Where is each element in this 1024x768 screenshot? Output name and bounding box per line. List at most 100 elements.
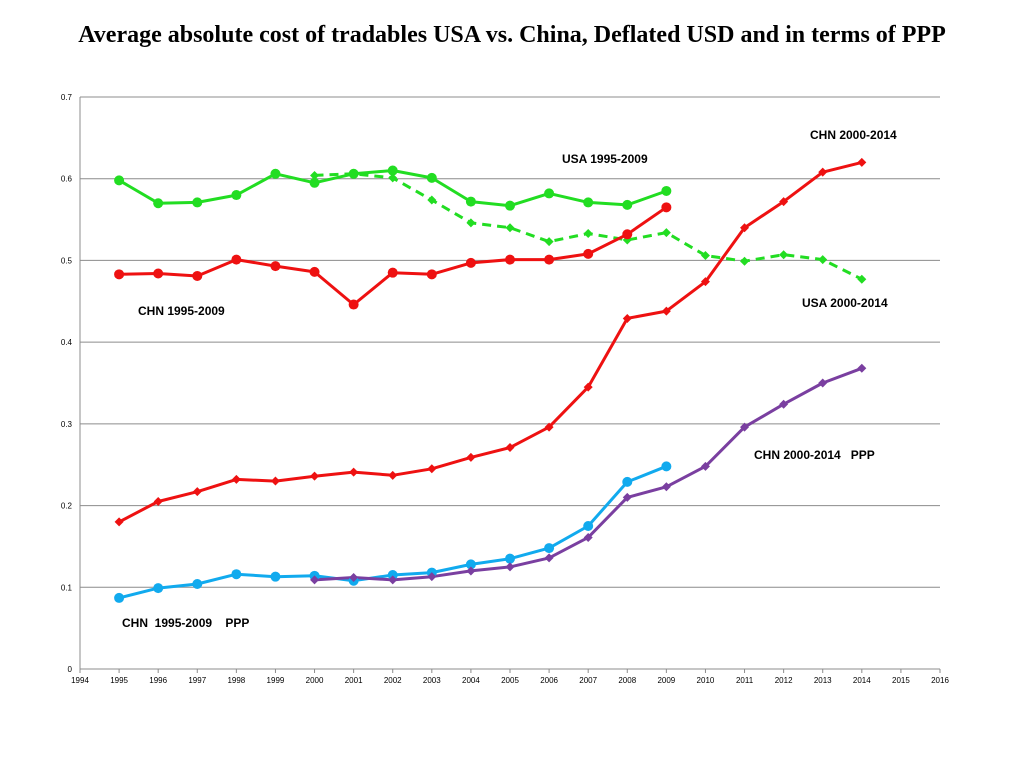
x-tick-label: 2009 (657, 676, 675, 685)
data-point (192, 579, 203, 590)
x-tick-label: 2016 (931, 676, 949, 685)
data-point (700, 277, 710, 287)
data-point (622, 199, 633, 210)
x-tick-label: 2004 (462, 676, 480, 685)
y-tick-label: 0 (68, 665, 73, 674)
x-tick-label: 2001 (345, 676, 363, 685)
data-point (387, 570, 398, 581)
data-point (427, 464, 437, 474)
x-tick-label: 2005 (501, 676, 519, 685)
data-point (465, 559, 476, 570)
x-tick-label: 2006 (540, 676, 558, 685)
data-point (622, 229, 633, 240)
data-point (192, 197, 203, 208)
axes (79, 97, 941, 673)
series-line (118, 160, 863, 524)
data-point (622, 313, 632, 323)
y-tick-label: 0.3 (61, 420, 73, 429)
series-markers (114, 157, 867, 603)
data-point (583, 382, 593, 392)
x-tick-label: 1995 (110, 676, 128, 685)
data-point (349, 467, 359, 477)
data-point (583, 197, 594, 208)
data-point (466, 218, 476, 228)
data-point (114, 175, 125, 186)
data-point (505, 562, 515, 572)
x-tick-label: 2014 (853, 676, 871, 685)
data-point (661, 461, 672, 472)
data-point (231, 569, 242, 580)
data-point (661, 482, 671, 492)
data-point (192, 270, 203, 281)
y-tick-label: 0.6 (61, 175, 73, 184)
x-tick-label: 2003 (423, 676, 441, 685)
data-point (387, 267, 398, 278)
x-tick-label: 1997 (188, 676, 206, 685)
x-tick-label: 2011 (736, 676, 754, 685)
data-point (310, 575, 320, 585)
data-point (544, 553, 554, 563)
data-point (622, 476, 633, 487)
annotations: CHN 2000-2014 USA 1995-2009 USA 2000-2014 C… (122, 128, 897, 630)
chart-title: Average absolute cost of tradables USA v… (78, 22, 946, 48)
data-point (700, 251, 710, 261)
data-point (426, 172, 437, 183)
data-point (114, 592, 125, 603)
data-point (544, 254, 555, 265)
data-point (779, 399, 789, 409)
data-point (544, 543, 555, 554)
data-point (505, 200, 515, 211)
x-tick-label: 2012 (775, 676, 793, 685)
data-point (779, 197, 789, 207)
x-tick-label: 2000 (306, 676, 324, 685)
data-point (270, 476, 280, 486)
y-tick-label: 0.2 (61, 502, 73, 511)
data-point (857, 274, 867, 284)
data-point (818, 167, 828, 177)
data-point (740, 256, 750, 266)
data-point (153, 583, 164, 594)
data-point (427, 195, 437, 205)
series-annotation: USA 2000-2014 (802, 296, 888, 310)
y-tick-label: 0.7 (61, 93, 73, 102)
data-point (740, 223, 750, 233)
data-point (544, 188, 555, 199)
data-point (466, 452, 476, 462)
data-point (349, 572, 359, 582)
data-point (583, 532, 593, 542)
series-annotation: CHN 2000-2014 PPP (754, 448, 875, 462)
x-tick-label: 1998 (227, 676, 245, 685)
data-point (270, 261, 281, 272)
data-point (818, 378, 828, 388)
data-point (857, 363, 867, 373)
data-point (231, 254, 242, 265)
data-point (426, 269, 437, 280)
data-point (309, 177, 320, 188)
x-tick-label: 1994 (71, 676, 89, 685)
data-point (231, 474, 241, 484)
data-point (661, 306, 671, 316)
x-tick-label: 2013 (814, 676, 832, 685)
data-point (466, 566, 476, 576)
data-point (505, 223, 515, 233)
data-point (388, 575, 398, 585)
data-point (583, 228, 593, 238)
series-annotation: CHN 2000-2014 (810, 128, 897, 142)
data-point (153, 198, 164, 209)
series-lines (118, 160, 863, 600)
data-point (544, 422, 554, 432)
data-point (661, 228, 671, 238)
data-point (387, 165, 398, 176)
data-point (583, 248, 594, 259)
data-point (309, 266, 320, 277)
data-point (465, 257, 476, 268)
data-point (153, 268, 164, 279)
x-tick-label: 2008 (618, 676, 636, 685)
data-point (388, 173, 398, 183)
x-tick-label: 2002 (384, 676, 402, 685)
data-point (857, 157, 867, 167)
data-point (622, 492, 632, 502)
data-point (700, 461, 710, 471)
data-point (349, 169, 359, 179)
